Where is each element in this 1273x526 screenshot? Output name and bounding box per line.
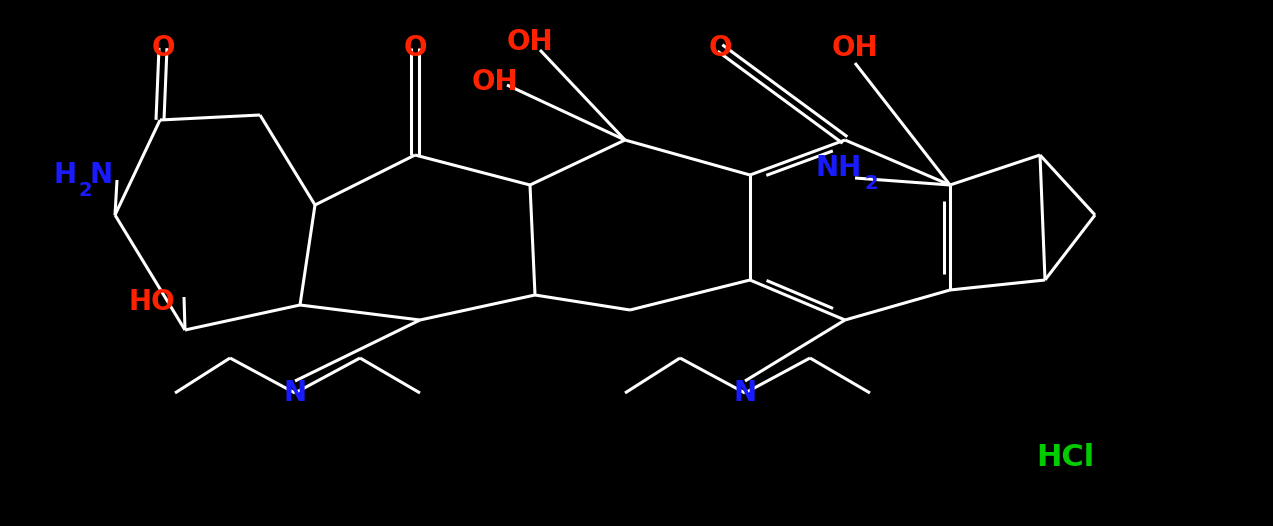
Text: HCl: HCl — [1036, 442, 1094, 471]
Text: O: O — [151, 34, 174, 62]
Text: OH: OH — [472, 68, 518, 96]
Text: 2: 2 — [864, 174, 877, 193]
Text: N: N — [284, 379, 307, 407]
Text: HO: HO — [129, 288, 176, 316]
Text: 2: 2 — [79, 181, 93, 200]
Text: N: N — [733, 379, 756, 407]
Text: N: N — [89, 161, 112, 189]
Text: NH: NH — [816, 154, 862, 182]
Text: O: O — [708, 34, 732, 62]
Text: OH: OH — [507, 28, 554, 56]
Text: OH: OH — [831, 34, 878, 62]
Text: H: H — [53, 161, 76, 189]
Text: O: O — [404, 34, 426, 62]
